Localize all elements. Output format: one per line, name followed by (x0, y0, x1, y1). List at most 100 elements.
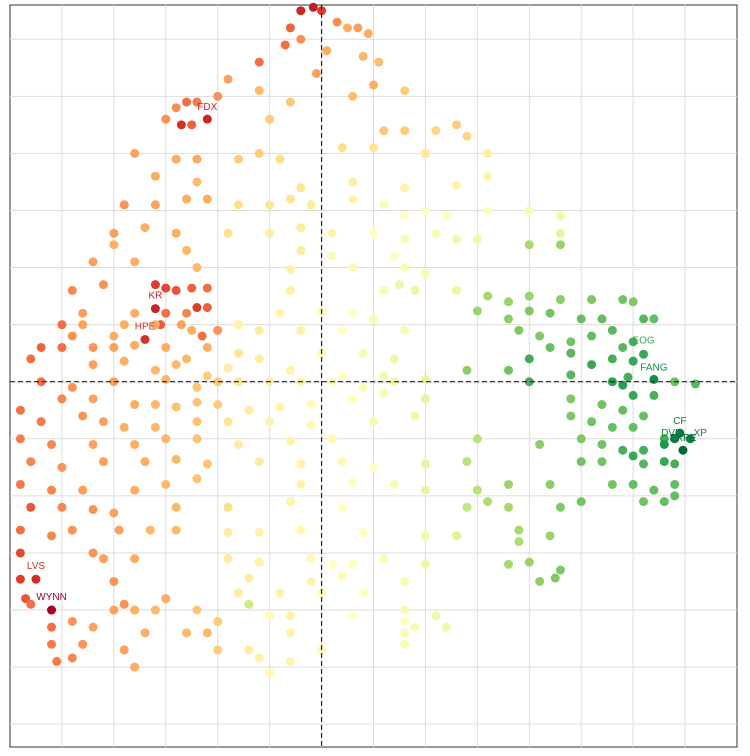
data-point (187, 120, 197, 130)
data-point (171, 402, 181, 412)
data-point (119, 356, 129, 366)
data-point (410, 411, 420, 421)
data-point (88, 622, 98, 632)
data-point (187, 283, 197, 293)
data-point (431, 126, 441, 136)
data-point (213, 325, 223, 335)
data-point (254, 148, 264, 158)
data-point (130, 439, 140, 449)
data-point (363, 29, 373, 39)
data-point (130, 605, 140, 615)
data-point (400, 616, 410, 626)
data-point (161, 594, 171, 604)
data-point (140, 457, 150, 467)
data-point (462, 131, 472, 141)
data-point (639, 445, 649, 455)
data-point (358, 382, 368, 392)
point-label: WYNN (36, 592, 67, 603)
data-point (514, 325, 524, 335)
data-point (171, 154, 181, 164)
data-point (202, 628, 212, 638)
data-point (275, 308, 285, 318)
data-point (649, 390, 659, 400)
data-point (400, 126, 410, 136)
data-point (98, 554, 108, 564)
data-point (171, 360, 181, 370)
data-point (358, 527, 368, 537)
data-point (348, 91, 358, 101)
data-point (78, 639, 88, 649)
data-point (130, 485, 140, 495)
data-point (576, 314, 586, 324)
data-point (337, 502, 347, 512)
data-point (555, 565, 565, 575)
point-label: FDX (197, 102, 217, 113)
data-point (420, 394, 430, 404)
data-point (400, 605, 410, 615)
data-point (452, 285, 462, 295)
data-point (98, 457, 108, 467)
data-point (88, 394, 98, 404)
data-point (202, 459, 212, 469)
data-point (254, 57, 264, 67)
data-points (15, 2, 700, 678)
data-point (524, 205, 534, 215)
data-point (213, 616, 223, 626)
data-point (369, 228, 378, 238)
data-point (67, 382, 77, 392)
data-point (21, 594, 31, 604)
data-point (285, 611, 295, 621)
data-point (348, 477, 358, 487)
data-point (483, 148, 493, 158)
data-point (659, 439, 669, 449)
data-point (119, 645, 129, 655)
data-point (535, 576, 545, 586)
data-point (223, 417, 233, 427)
data-point (628, 451, 638, 461)
data-point (15, 574, 25, 584)
data-point (119, 599, 129, 609)
data-point (524, 240, 534, 250)
data-point (639, 314, 649, 324)
data-point (420, 531, 430, 541)
data-point (176, 320, 186, 330)
data-point (504, 479, 514, 489)
data-point (88, 257, 98, 267)
point-label: DVN (661, 428, 682, 439)
data-point (420, 268, 430, 278)
data-point (192, 263, 202, 273)
data-point (254, 653, 264, 663)
data-point (420, 459, 430, 469)
data-point (400, 628, 410, 638)
point-label: FANG (640, 362, 667, 373)
data-point (628, 390, 638, 400)
data-point (15, 405, 25, 415)
data-point (202, 194, 212, 204)
data-point (47, 531, 57, 541)
data-point (233, 200, 243, 210)
data-point (213, 91, 223, 101)
labeled-point (202, 114, 212, 124)
data-point (285, 497, 295, 507)
data-point (192, 97, 202, 107)
data-point (306, 554, 316, 564)
data-point (202, 371, 212, 381)
data-point (566, 370, 576, 380)
data-point (483, 291, 493, 301)
data-point (483, 171, 493, 181)
data-point (244, 599, 254, 609)
data-point (452, 180, 462, 190)
data-point (587, 331, 597, 341)
data-point (244, 645, 254, 655)
data-point (182, 194, 192, 204)
data-point (171, 502, 181, 512)
data-point (545, 308, 555, 318)
data-point (88, 439, 98, 449)
data-point (67, 653, 77, 663)
data-point (265, 417, 275, 427)
data-point (213, 645, 223, 655)
data-point (296, 183, 306, 193)
labeled-point (31, 574, 41, 584)
data-point (431, 611, 441, 621)
data-point (88, 505, 98, 515)
